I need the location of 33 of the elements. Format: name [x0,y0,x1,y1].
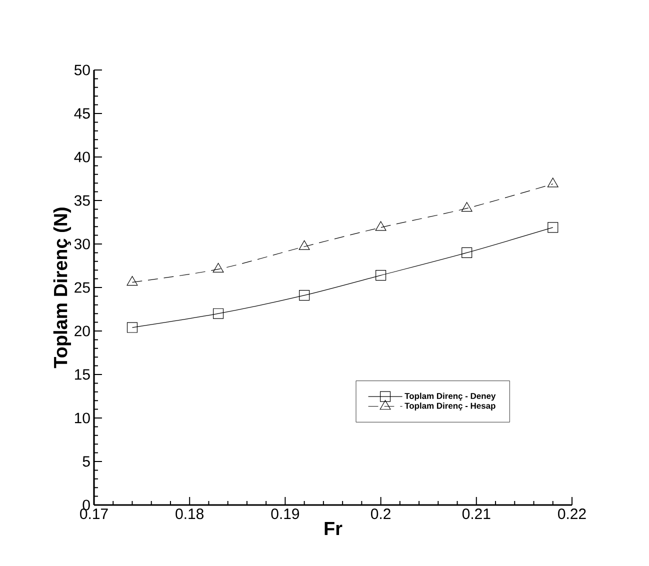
point [547,178,558,188]
point [376,270,386,281]
point [375,221,386,231]
point [299,290,310,301]
y-tick-label: 30 [74,238,90,250]
point [298,240,310,250]
y-tick-label: 25 [74,282,90,293]
point [126,276,138,286]
y-tick-label: 35 [74,195,90,206]
point [461,202,472,212]
y-tick-label: 10 [75,412,90,424]
y-tick-label: 50 [74,64,90,76]
y-tick-label: 45 [74,108,90,119]
x-axis-title: Fr [324,522,342,535]
x-tick-label: 0.21 [462,508,490,520]
x-tick-label: 0.19 [271,508,300,520]
point [548,222,558,233]
x-tick-label: 0.22 [558,508,586,520]
x-tick-label: 0.2 [370,508,390,520]
y-tick-label: 20 [74,326,90,336]
point [462,247,472,258]
x-tick-label: 0.18 [176,508,204,520]
point [213,308,224,319]
x-tick-label: 0.17 [80,508,108,520]
legend-label: Toplam Direnç - Hesap [404,402,496,410]
point [126,322,138,333]
y-tick-label: 0 [82,500,90,510]
y-tick-label: 40 [74,152,90,162]
point [212,262,224,273]
y-tick-label: 5 [82,456,90,467]
legend-label: Toplam Direnç - Deney [404,392,496,401]
y-axis-title: Toplam Direnç (N) [53,208,71,368]
y-tick-label: 15 [75,369,90,380]
